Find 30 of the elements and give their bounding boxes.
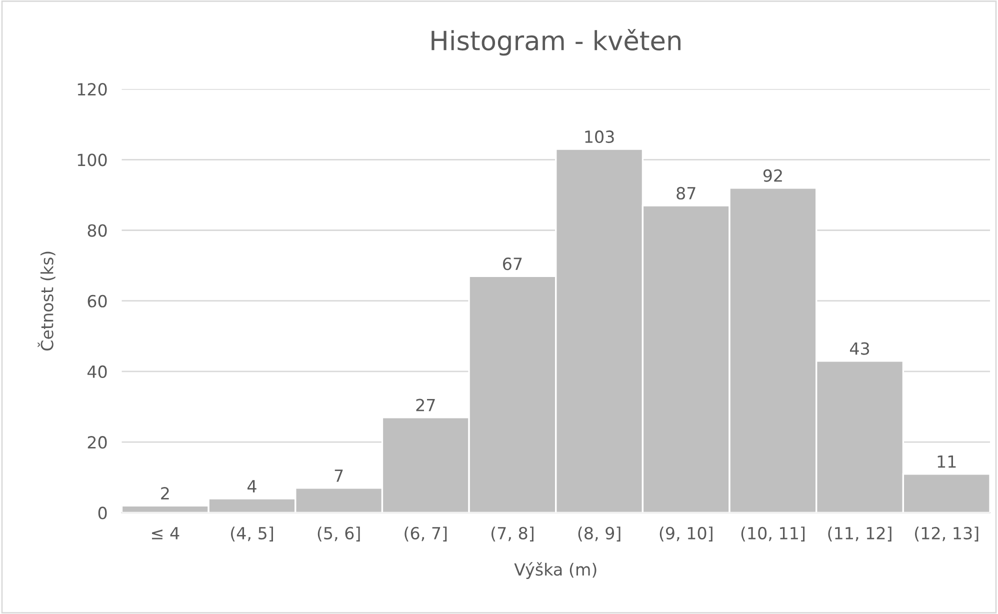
x-tick-label: (12, 13] [915, 526, 978, 542]
y-tick-label: 80 [88, 224, 107, 237]
x-tick-label: (9, 10] [660, 526, 712, 542]
data-label: 7 [334, 470, 343, 482]
y-tick-label: 100 [78, 154, 107, 166]
x-tick-label: (5, 6] [318, 526, 360, 542]
y-tick-label: 40 [87, 365, 107, 378]
data-label: 27 [416, 398, 435, 412]
x-tick-label: (8, 9] [578, 526, 620, 542]
data-label: 92 [763, 169, 782, 182]
x-axis-title: Výška (m) [514, 562, 596, 579]
y-tick-label: 120 [78, 82, 107, 96]
data-label: 2 [161, 487, 169, 500]
x-tick-label: (11, 12] [828, 526, 892, 542]
x-tick-label: (4, 5] [231, 526, 273, 542]
data-label: 67 [503, 258, 522, 270]
chart-title: Histogram - květen [432, 29, 680, 56]
x-tick-label: (7, 8] [492, 526, 534, 542]
x-tick-label: (10, 11] [741, 526, 805, 542]
data-label: 43 [850, 342, 870, 355]
y-axis-title: Četnost (ks) [38, 252, 56, 350]
y-tick-label: 20 [88, 436, 107, 449]
data-label: 87 [676, 186, 696, 200]
data-label: 4 [248, 480, 256, 492]
y-tick-label: 60 [88, 294, 107, 308]
x-tick-label: (6, 7] [404, 526, 447, 542]
y-tick-label: 0 [98, 506, 107, 520]
data-label: 11 [938, 455, 956, 468]
x-tick-label: ≤ 4 [152, 527, 180, 540]
data-label: 103 [585, 130, 614, 144]
